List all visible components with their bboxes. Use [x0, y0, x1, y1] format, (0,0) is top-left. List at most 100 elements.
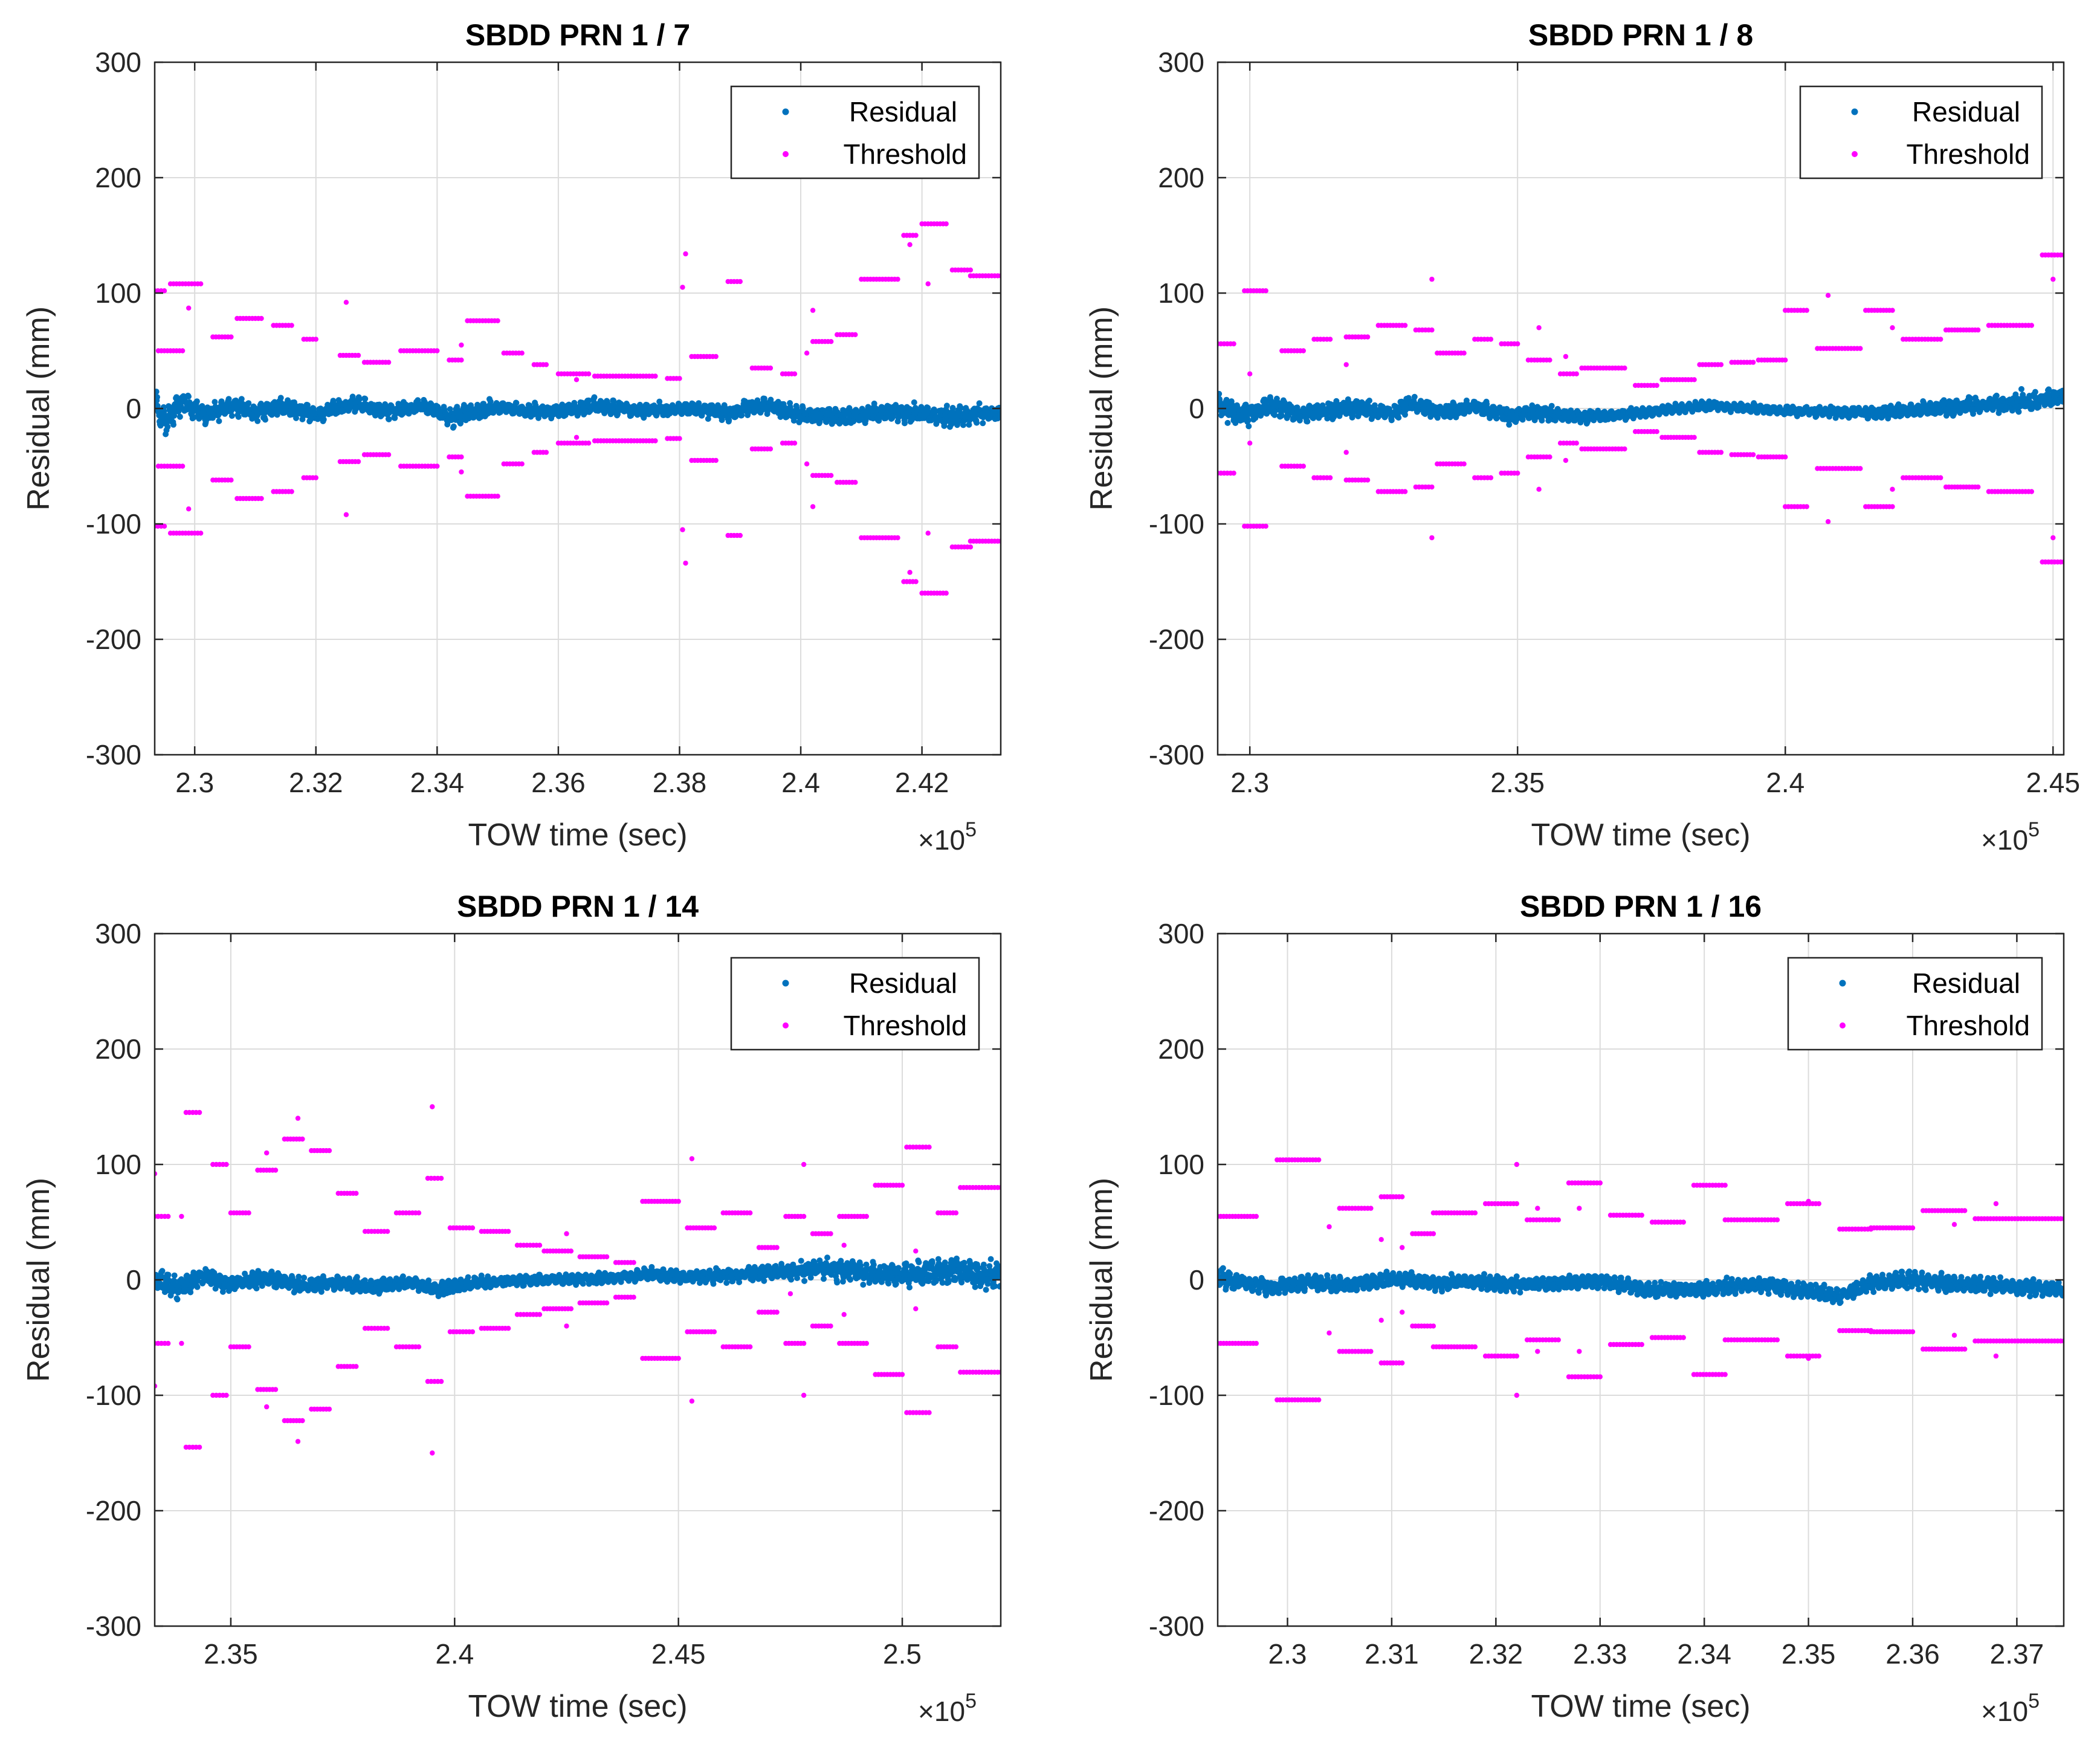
threshold-point	[1938, 337, 1943, 342]
exponent-power: 5	[965, 818, 977, 841]
y-tick-label: 200	[95, 162, 141, 193]
threshold-point	[653, 438, 658, 444]
y-axis-label: Residual (mm)	[21, 306, 56, 511]
threshold-point	[713, 457, 719, 463]
threshold-point	[198, 531, 204, 536]
threshold-point	[913, 579, 919, 584]
threshold-point	[228, 477, 234, 483]
residual-point	[282, 409, 288, 416]
residual-point	[1513, 416, 1520, 423]
residual-point	[997, 412, 1001, 418]
threshold-point	[343, 300, 349, 305]
threshold-point	[495, 318, 500, 323]
residual-point	[262, 416, 268, 423]
threshold-point	[1563, 457, 1569, 463]
residual-point	[235, 413, 242, 420]
threshold-point	[1515, 470, 1520, 476]
x-exponent-label: ×105	[918, 818, 977, 856]
threshold-point	[680, 527, 685, 532]
residual-point	[1245, 417, 1252, 424]
threshold-point	[355, 459, 361, 465]
threshold-point	[1750, 452, 1756, 457]
threshold-point	[1536, 325, 1542, 331]
threshold-point	[680, 285, 685, 290]
threshold-point	[737, 532, 743, 538]
threshold-point	[1976, 327, 1981, 333]
threshold-point	[677, 436, 682, 441]
chart-panel-1: 2.3 2.32 2.34 2.36 2.38 2.4 2.423002001000-100…	[21, 18, 1002, 856]
threshold-point	[1622, 365, 1627, 371]
threshold-point	[677, 376, 682, 381]
x-tick-label: 2.34	[410, 767, 465, 798]
y-tick-label: 300	[95, 47, 141, 78]
legend-residual-marker	[782, 108, 789, 115]
residual-point	[976, 400, 983, 407]
threshold-point	[186, 506, 192, 512]
threshold-point	[737, 279, 743, 285]
threshold-point	[1718, 362, 1724, 367]
threshold-point	[1574, 441, 1579, 446]
threshold-point	[1890, 308, 1895, 313]
threshold-point	[1976, 484, 1981, 490]
residual-point	[726, 417, 732, 424]
residual-point	[362, 395, 369, 402]
threshold-point	[519, 461, 525, 467]
data-layer	[155, 221, 1001, 596]
x-tick-label: 2.3	[175, 767, 214, 798]
threshold-point	[895, 535, 900, 541]
residual-point	[1548, 402, 1555, 409]
y-tick-label: -200	[86, 624, 141, 655]
residual-point	[228, 413, 235, 419]
residual-point	[216, 418, 222, 424]
threshold-point	[1574, 371, 1579, 376]
threshold-point	[495, 494, 500, 499]
residual-point	[210, 415, 216, 421]
residual-point	[1371, 402, 1378, 408]
threshold-point	[1536, 486, 1542, 492]
threshold-point	[355, 352, 361, 358]
legend-residual-label: Residual	[849, 96, 957, 128]
threshold-point	[435, 348, 440, 354]
threshold-point	[179, 348, 186, 354]
residual-point	[1434, 415, 1441, 421]
residual-series	[155, 389, 1001, 438]
threshold-point	[1365, 334, 1371, 340]
threshold-point	[804, 350, 810, 356]
threshold-point	[895, 276, 900, 282]
residual-point	[579, 399, 586, 406]
residual-point	[1278, 412, 1285, 419]
residual-point	[170, 421, 176, 428]
x-tick-label: 2.4	[781, 767, 820, 798]
residual-point	[644, 402, 650, 408]
threshold-point	[1247, 441, 1253, 446]
threshold-point	[1429, 484, 1435, 490]
threshold-series	[155, 221, 1001, 596]
residual-point	[559, 401, 566, 408]
residual-point	[949, 405, 956, 411]
threshold-point	[792, 371, 798, 376]
threshold-point	[2050, 535, 2056, 541]
threshold-point	[968, 544, 974, 550]
residual-point	[1262, 396, 1268, 403]
threshold-point	[1563, 354, 1569, 360]
threshold-point	[259, 315, 264, 321]
threshold-point	[1343, 450, 1349, 455]
residual-point	[957, 405, 964, 411]
threshold-point	[2029, 323, 2034, 328]
threshold-point	[810, 308, 816, 313]
threshold-point	[386, 360, 392, 365]
threshold-point	[1890, 325, 1895, 331]
residual-point	[591, 394, 598, 401]
residual-point	[356, 396, 363, 402]
threshold-point	[1231, 341, 1236, 347]
threshold-point	[186, 305, 192, 311]
threshold-point	[2029, 489, 2034, 494]
threshold-point	[1402, 489, 1408, 494]
residual-point	[1314, 402, 1320, 408]
residual-point	[155, 394, 160, 401]
threshold-point	[161, 523, 167, 529]
residual-point	[893, 402, 899, 408]
threshold-point	[1783, 357, 1788, 363]
threshold-point	[829, 473, 834, 478]
